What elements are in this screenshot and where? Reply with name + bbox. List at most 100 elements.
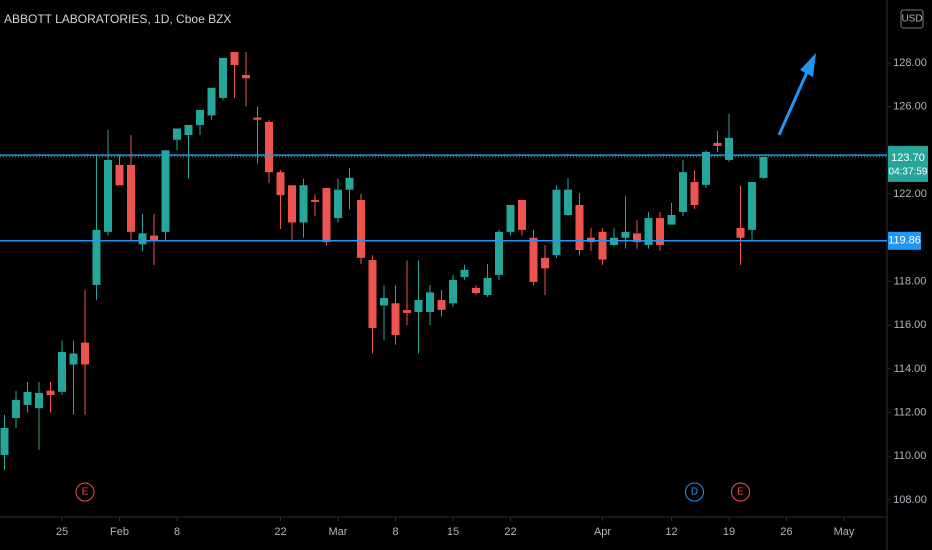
x-tick-label: 19 xyxy=(723,526,735,538)
candle-body xyxy=(587,237,595,243)
candle-body xyxy=(725,137,733,160)
candle-body xyxy=(288,185,296,223)
candle-body xyxy=(713,142,722,146)
candle-body xyxy=(357,199,365,258)
event-label: D xyxy=(691,487,698,498)
candle-body xyxy=(518,199,526,230)
candle-body xyxy=(276,172,285,196)
candle-body xyxy=(679,172,687,212)
candle-body xyxy=(564,189,572,216)
candle-body xyxy=(46,390,55,396)
x-tick-label: Apr xyxy=(594,526,611,538)
candle-body xyxy=(472,287,480,294)
arrow-shaft xyxy=(777,69,810,136)
last-price-label: 123.70 xyxy=(891,152,925,164)
candle-body xyxy=(621,231,630,238)
candle-body xyxy=(127,164,135,232)
x-tick-label: 15 xyxy=(447,526,459,538)
y-tick-label: 114.00 xyxy=(894,363,927,375)
candle-body xyxy=(598,231,607,260)
y-tick-label: 108.00 xyxy=(893,494,927,506)
candle-body xyxy=(253,117,262,120)
x-tick-label: 22 xyxy=(504,526,516,538)
candle-body xyxy=(322,187,331,243)
candle-body xyxy=(138,233,147,245)
event-label: E xyxy=(82,487,89,498)
candle-body xyxy=(437,300,446,310)
last-price-box xyxy=(888,145,928,182)
x-tick-label: 26 xyxy=(780,526,792,538)
x-tick-label: May xyxy=(834,526,855,538)
candle-body xyxy=(690,182,699,205)
candle-body xyxy=(207,87,216,116)
candle-body xyxy=(667,215,676,225)
candle-body xyxy=(219,57,227,98)
candle-body xyxy=(23,392,32,405)
countdown: 04:37:59 xyxy=(889,167,928,178)
candle-body xyxy=(311,199,319,202)
candle-body xyxy=(483,277,492,295)
candle-body xyxy=(173,128,181,140)
candle-body xyxy=(104,159,112,232)
candle-body xyxy=(633,233,641,243)
event-label: E xyxy=(737,487,744,498)
candle-body xyxy=(403,310,411,313)
candle-body xyxy=(299,185,308,223)
candle-body xyxy=(460,269,469,278)
candle-body xyxy=(184,124,193,136)
candle-body xyxy=(449,279,457,304)
candle-body xyxy=(58,352,66,392)
candle-body xyxy=(426,292,434,313)
arrow-head xyxy=(800,53,816,77)
event-marker xyxy=(75,482,95,502)
chart-title: ABBOTT LABORATORIES, 1D, Cboe BZX xyxy=(4,12,231,26)
candle-body xyxy=(334,189,342,219)
candle-body xyxy=(150,235,158,240)
candle-body xyxy=(368,260,377,328)
candle-body xyxy=(702,151,710,185)
y-tick-label: 118.00 xyxy=(894,275,927,287)
y-tick-label: 126.00 xyxy=(893,101,927,113)
price-label-box xyxy=(888,231,921,250)
y-tick-label: 128.00 xyxy=(893,57,927,69)
candle-body xyxy=(92,229,101,285)
event-marker xyxy=(731,482,750,502)
candle-body xyxy=(391,303,400,335)
candle-body xyxy=(35,392,43,409)
x-tick-label: Mar xyxy=(329,526,348,538)
x-tick-label: 12 xyxy=(665,526,677,538)
candle-body xyxy=(414,300,423,313)
y-tick-label: 112.00 xyxy=(894,406,927,418)
candle-body xyxy=(196,109,204,125)
candle-body xyxy=(644,218,653,245)
price-label: 119.86 xyxy=(888,235,921,247)
candle-body xyxy=(495,231,503,275)
candle-body xyxy=(575,204,584,250)
y-tick-label: 122.00 xyxy=(893,188,927,200)
candle-body xyxy=(506,204,515,232)
y-tick-label: 110.00 xyxy=(894,450,927,462)
candle-body xyxy=(12,399,20,419)
candle-body xyxy=(0,427,9,455)
candle-body xyxy=(759,156,768,178)
candle-body xyxy=(81,342,89,365)
event-marker xyxy=(685,482,704,502)
candle-body xyxy=(736,227,745,238)
x-tick-label: Feb xyxy=(110,526,129,538)
candle-body xyxy=(115,164,124,186)
x-tick-label: 8 xyxy=(392,526,398,538)
candle-body xyxy=(552,189,561,256)
candle-body xyxy=(161,150,170,232)
candle-body xyxy=(265,121,273,173)
candle-body xyxy=(345,177,354,190)
currency[interactable]: USD xyxy=(901,14,922,25)
currency-box[interactable] xyxy=(900,9,924,29)
y-tick-label: 116.00 xyxy=(894,319,927,331)
candle-body xyxy=(529,237,538,282)
candle-body xyxy=(748,182,756,230)
candle-body xyxy=(230,52,239,66)
x-tick-label: 22 xyxy=(274,526,286,538)
x-tick-label: 25 xyxy=(56,526,68,538)
candle-body xyxy=(656,218,664,245)
